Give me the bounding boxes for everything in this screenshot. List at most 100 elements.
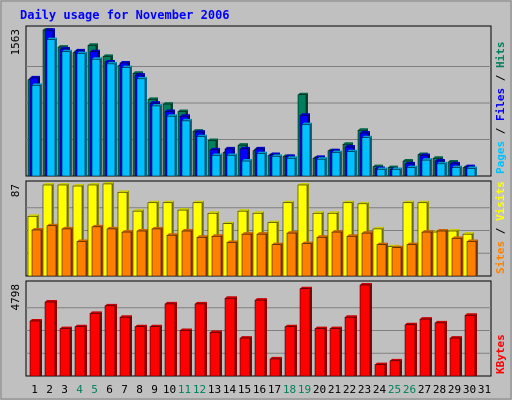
- bar-face: [104, 305, 116, 377]
- bar-face: [346, 151, 356, 177]
- legend-item: Pages: [494, 141, 507, 174]
- bar-sites-day-23: [361, 231, 373, 277]
- bar-top: [135, 73, 145, 76]
- bar-side: [310, 122, 312, 176]
- bar-face: [376, 244, 387, 277]
- bar-pages-day-13: [211, 153, 222, 177]
- bar-sites-day-6: [106, 226, 118, 277]
- bar-face: [151, 105, 161, 177]
- bar-top: [88, 183, 99, 185]
- x-tick-label: 26: [403, 383, 416, 396]
- bar-top: [345, 145, 355, 148]
- bar-top: [435, 159, 445, 162]
- x-tick-label: 13: [208, 383, 221, 396]
- bar-side: [460, 165, 462, 176]
- bar-side: [265, 298, 267, 376]
- bar-side: [250, 159, 252, 176]
- bar-sites-day-27: [421, 230, 433, 277]
- bar-side: [41, 227, 43, 276]
- bar-pages-day-8: [136, 76, 147, 177]
- bar-side: [446, 229, 448, 276]
- bar-side: [191, 229, 193, 276]
- bar-face: [404, 324, 416, 377]
- bar-face: [331, 231, 342, 277]
- bar-sites-day-25: [391, 245, 403, 277]
- x-tick-label: 19: [298, 383, 311, 396]
- bar-top: [193, 200, 204, 203]
- bar-face: [346, 236, 357, 277]
- x-tick-label: 9: [151, 383, 158, 396]
- bar-sites-day-8: [136, 229, 148, 277]
- bar-side: [160, 103, 162, 176]
- bar-top: [435, 320, 447, 323]
- bar-top: [332, 150, 342, 153]
- bar-top: [195, 130, 205, 133]
- bar-side: [340, 326, 342, 376]
- bar-face: [241, 233, 252, 277]
- bar-side: [370, 135, 372, 176]
- x-tick-label: 23: [358, 383, 371, 396]
- bar-top: [167, 114, 177, 117]
- bar-pages-day-10: [166, 114, 177, 177]
- bar-top: [360, 131, 370, 134]
- bar-top: [392, 167, 402, 170]
- bar-top: [120, 315, 132, 318]
- bar-face: [331, 152, 341, 177]
- bar-face: [451, 167, 461, 177]
- bar-pages-day-4: [76, 51, 87, 177]
- bar-side: [355, 149, 357, 176]
- bar-sites-day-13: [211, 234, 223, 277]
- bar-face: [301, 124, 311, 177]
- bar-top: [358, 128, 368, 131]
- bar-side: [415, 165, 417, 176]
- bar-top: [148, 97, 158, 100]
- bar-sites-day-20: [316, 235, 328, 277]
- bar-side: [341, 230, 343, 276]
- bar-side: [475, 166, 477, 176]
- bar-top: [240, 146, 250, 149]
- bar-face: [344, 316, 356, 377]
- bar-sites-day-1: [31, 227, 43, 277]
- x-tick-label: 14: [223, 383, 237, 396]
- bar-top: [208, 211, 219, 214]
- legend-item: /: [494, 221, 507, 241]
- bar-top: [347, 149, 357, 152]
- bar-kbytes-day-6: [104, 303, 117, 377]
- bar-sites-day-7: [121, 230, 133, 277]
- bar-face: [286, 158, 296, 177]
- bar-sites-day-19: [301, 241, 313, 277]
- bar-top: [47, 223, 58, 226]
- bar-sites-day-15: [241, 232, 253, 277]
- bar-side: [131, 230, 133, 276]
- x-tick-label: 25: [388, 383, 401, 396]
- bar-face: [464, 315, 476, 377]
- legend-item: /: [494, 121, 507, 141]
- bar-top: [62, 49, 72, 52]
- bar-face: [136, 230, 147, 277]
- bar-top: [197, 235, 208, 238]
- bar-kbytes-day-18: [284, 324, 297, 377]
- bar-sites-day-26: [406, 242, 418, 277]
- bar-top: [32, 83, 42, 86]
- bar-kbytes-day-3: [59, 326, 72, 377]
- bar-top: [345, 315, 357, 318]
- bar-side: [311, 241, 313, 276]
- bar-top: [437, 229, 448, 232]
- bar-pages-day-15: [241, 159, 252, 177]
- bar-face: [286, 232, 297, 277]
- bar-top: [75, 324, 87, 327]
- bar-top: [133, 209, 144, 212]
- bar-top: [452, 236, 463, 239]
- x-tick-label: 24: [373, 383, 387, 396]
- bar-top: [163, 102, 173, 105]
- bar-top: [197, 134, 207, 137]
- bar-top: [152, 226, 163, 229]
- bar-face: [166, 234, 177, 277]
- bar-sites-day-18: [286, 231, 298, 277]
- bar-face: [271, 244, 282, 277]
- bar-side: [385, 362, 387, 376]
- bar-side: [101, 224, 103, 276]
- bar-top: [212, 234, 223, 237]
- bar-face: [436, 230, 447, 277]
- bar-top: [90, 311, 102, 314]
